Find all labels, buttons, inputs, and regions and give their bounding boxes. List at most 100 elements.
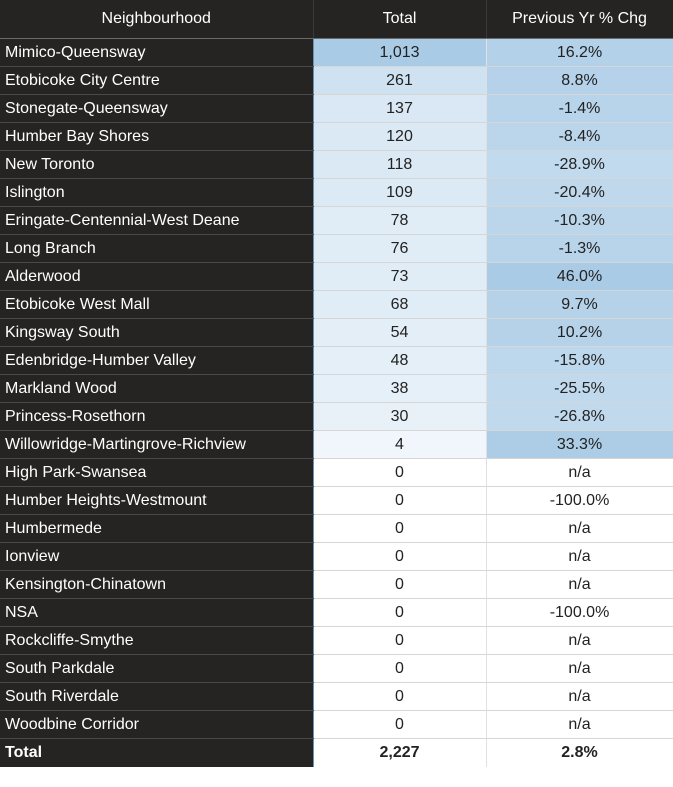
row-name: South Parkdale: [0, 654, 314, 683]
row-total: 261: [313, 66, 487, 95]
row-chg: 33.3%: [486, 430, 673, 459]
table-row: Islington 109 -20.4%: [0, 178, 673, 207]
data-table: Neighbourhood Total Previous Yr % Chg Mi…: [0, 0, 673, 767]
row-total: 0: [313, 654, 487, 683]
row-chg: -20.4%: [486, 178, 673, 207]
row-chg: n/a: [486, 654, 673, 683]
row-chg: n/a: [486, 710, 673, 739]
row-name: Islington: [0, 178, 314, 207]
table-row: High Park-Swansea 0 n/a: [0, 458, 673, 487]
header-row: Neighbourhood Total Previous Yr % Chg: [0, 0, 673, 39]
row-name: High Park-Swansea: [0, 458, 314, 487]
table-row: Ionview 0 n/a: [0, 542, 673, 571]
row-total: 38: [313, 374, 487, 403]
table-row: Mimico-Queensway 1,013 16.2%: [0, 38, 673, 67]
total-value: 2,227: [313, 738, 487, 767]
row-total: 118: [313, 150, 487, 179]
row-total: 78: [313, 206, 487, 235]
row-chg: -1.4%: [486, 94, 673, 123]
row-total: 0: [313, 710, 487, 739]
row-total: 109: [313, 178, 487, 207]
row-total: 0: [313, 458, 487, 487]
row-name: Mimico-Queensway: [0, 38, 314, 67]
row-name: Stonegate-Queensway: [0, 94, 314, 123]
row-name: NSA: [0, 598, 314, 627]
table-row: Humbermede 0 n/a: [0, 514, 673, 543]
row-chg: n/a: [486, 514, 673, 543]
table-row: Kensington-Chinatown 0 n/a: [0, 570, 673, 599]
table-row: Kingsway South 54 10.2%: [0, 318, 673, 347]
row-total: 0: [313, 598, 487, 627]
row-chg: n/a: [486, 570, 673, 599]
total-row: Total 2,227 2.8%: [0, 738, 673, 767]
row-chg: -1.3%: [486, 234, 673, 263]
table-row: Rockcliffe-Smythe 0 n/a: [0, 626, 673, 655]
row-total: 0: [313, 486, 487, 515]
row-chg: -100.0%: [486, 598, 673, 627]
row-total: 68: [313, 290, 487, 319]
row-total: 0: [313, 570, 487, 599]
row-chg: 10.2%: [486, 318, 673, 347]
row-chg: n/a: [486, 458, 673, 487]
table-row: Markland Wood 38 -25.5%: [0, 374, 673, 403]
column-header-total[interactable]: Total: [313, 0, 642, 39]
row-total: 54: [313, 318, 487, 347]
column-header-total-label: Total: [382, 10, 417, 27]
row-name: Woodbine Corridor: [0, 710, 314, 739]
table-row: Long Branch 76 -1.3%: [0, 234, 673, 263]
table-row: Etobicoke City Centre 261 8.8%: [0, 66, 673, 95]
table-row: South Parkdale 0 n/a: [0, 654, 673, 683]
row-total: 0: [313, 626, 487, 655]
row-total: 4: [313, 430, 487, 459]
row-chg: n/a: [486, 626, 673, 655]
row-name: Markland Wood: [0, 374, 314, 403]
table-row: Humber Heights-Westmount 0 -100.0%: [0, 486, 673, 515]
row-total: 30: [313, 402, 487, 431]
table-row: Etobicoke West Mall 68 9.7%: [0, 290, 673, 319]
column-header-chg[interactable]: Previous Yr % Chg: [486, 0, 673, 39]
column-header-neighbourhood[interactable]: Neighbourhood: [0, 0, 314, 39]
row-chg: 9.7%: [486, 290, 673, 319]
row-chg: -8.4%: [486, 122, 673, 151]
row-chg: 46.0%: [486, 262, 673, 291]
row-name: Willowridge-Martingrove-Richview: [0, 430, 314, 459]
row-total: 0: [313, 514, 487, 543]
row-total: 137: [313, 94, 487, 123]
row-name: Princess-Rosethorn: [0, 402, 314, 431]
row-name: Humbermede: [0, 514, 314, 543]
row-chg: -10.3%: [486, 206, 673, 235]
row-name: Eringate-Centennial-West Deane: [0, 206, 314, 235]
row-name: Humber Heights-Westmount: [0, 486, 314, 515]
table-row: South Riverdale 0 n/a: [0, 682, 673, 711]
row-total: 48: [313, 346, 487, 375]
row-total: 1,013: [313, 38, 487, 67]
row-name: South Riverdale: [0, 682, 314, 711]
row-name: Long Branch: [0, 234, 314, 263]
row-chg: -26.8%: [486, 402, 673, 431]
row-name: Kingsway South: [0, 318, 314, 347]
row-name: Kensington-Chinatown: [0, 570, 314, 599]
table-row: Princess-Rosethorn 30 -26.8%: [0, 402, 673, 431]
row-total: 0: [313, 542, 487, 571]
row-name: Edenbridge-Humber Valley: [0, 346, 314, 375]
row-name: Ionview: [0, 542, 314, 571]
table-row: New Toronto 118 -28.9%: [0, 150, 673, 179]
row-total: 76: [313, 234, 487, 263]
row-name: Etobicoke West Mall: [0, 290, 314, 319]
row-name: Alderwood: [0, 262, 314, 291]
row-chg: -100.0%: [486, 486, 673, 515]
row-chg: -28.9%: [486, 150, 673, 179]
row-chg: 16.2%: [486, 38, 673, 67]
table-row: Eringate-Centennial-West Deane 78 -10.3%: [0, 206, 673, 235]
row-chg: n/a: [486, 682, 673, 711]
table-row: Stonegate-Queensway 137 -1.4%: [0, 94, 673, 123]
table-row: Alderwood 73 46.0%: [0, 262, 673, 291]
row-total: 0: [313, 682, 487, 711]
row-chg: n/a: [486, 542, 673, 571]
table-body: Mimico-Queensway 1,013 16.2% Etobicoke City…: [0, 38, 673, 739]
total-label: Total: [0, 738, 314, 767]
row-chg: -25.5%: [486, 374, 673, 403]
table-row: Humber Bay Shores 120 -8.4%: [0, 122, 673, 151]
table-row: Willowridge-Martingrove-Richview 4 33.3%: [0, 430, 673, 459]
row-name: Etobicoke City Centre: [0, 66, 314, 95]
